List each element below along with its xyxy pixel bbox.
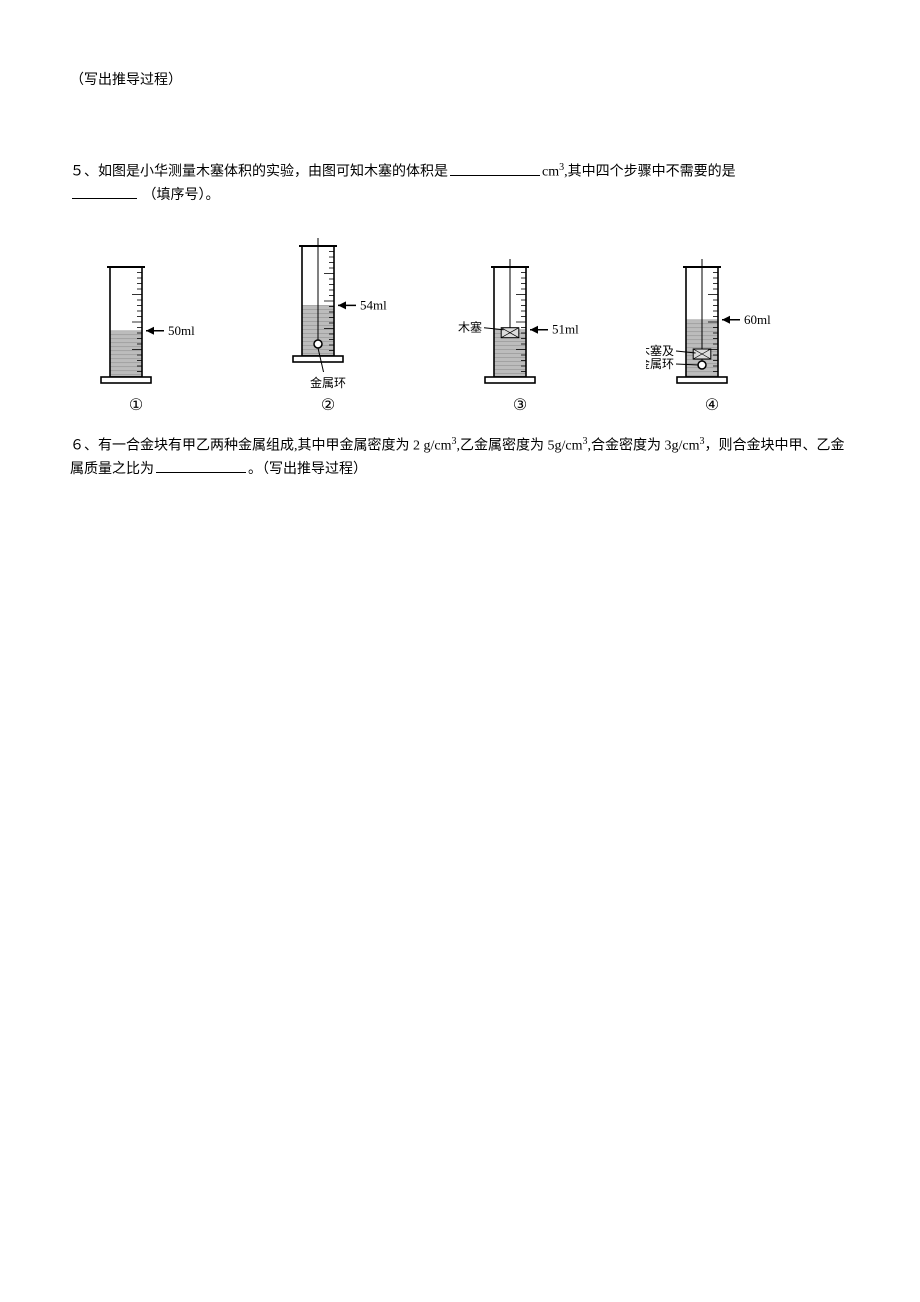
cylinder-number: ② xyxy=(321,397,335,414)
svg-text:60ml: 60ml xyxy=(744,312,771,327)
question-6: ６、有一合金块有甲乙两种金属组成,其中甲金属密度为 2 g/cm3,乙金属密度为… xyxy=(70,434,850,481)
q5-text-3: （填序号）。 xyxy=(143,188,220,203)
cylinder-figure: 50ml ① 54ml 金属环 ② xyxy=(70,236,850,414)
cylinder-number: ③ xyxy=(513,397,527,414)
svg-text:木塞及: 木塞及 xyxy=(646,343,674,358)
q5-text-2: ,其中四个步骤中不需要的是 xyxy=(564,165,736,180)
svg-text:金属环: 金属环 xyxy=(646,356,674,371)
q5-unit: cm xyxy=(542,165,559,180)
q5-blank-2 xyxy=(72,184,137,199)
cylinder-svg: 51ml 木塞 xyxy=(454,257,586,393)
cylinder-3: 51ml 木塞 ③ xyxy=(454,257,586,414)
cylinder-number: ④ xyxy=(705,397,719,414)
svg-text:51ml: 51ml xyxy=(552,322,579,337)
q6-text-5: 。（写出推导过程） xyxy=(248,462,367,477)
q6-text-3: ,合金密度为 3g/cm xyxy=(588,439,700,454)
cylinder-svg: 50ml xyxy=(70,257,202,393)
cylinder-svg: 60ml 木塞及金属环 xyxy=(646,257,778,393)
svg-text:50ml: 50ml xyxy=(168,323,195,338)
cylinder-1: 50ml ① xyxy=(70,257,202,414)
q5-text-1: ５、如图是小华测量木塞体积的实验，由图可知木塞的体积是 xyxy=(70,165,448,180)
q6-text-2: ,乙金属密度为 5g/cm xyxy=(457,439,583,454)
q6-text-1: ６、有一合金块有甲乙两种金属组成,其中甲金属密度为 2 g/cm xyxy=(70,439,452,454)
q6-blank xyxy=(156,458,246,473)
cylinder-number: ① xyxy=(129,397,143,414)
svg-text:木塞: 木塞 xyxy=(458,320,482,335)
prev-question-tail: （写出推导过程） xyxy=(70,73,182,88)
svg-text:54ml: 54ml xyxy=(360,297,387,312)
q5-blank-1 xyxy=(450,161,540,176)
cylinder-2: 54ml 金属环 ② xyxy=(262,236,394,414)
cylinder-4: 60ml 木塞及金属环 ④ xyxy=(646,257,778,414)
cylinder-under-label: 金属环 xyxy=(310,374,346,393)
question-5: ５、如图是小华测量木塞体积的实验，由图可知木塞的体积是cm3,其中四个步骤中不需… xyxy=(70,160,850,207)
cylinder-svg: 54ml xyxy=(262,236,394,372)
